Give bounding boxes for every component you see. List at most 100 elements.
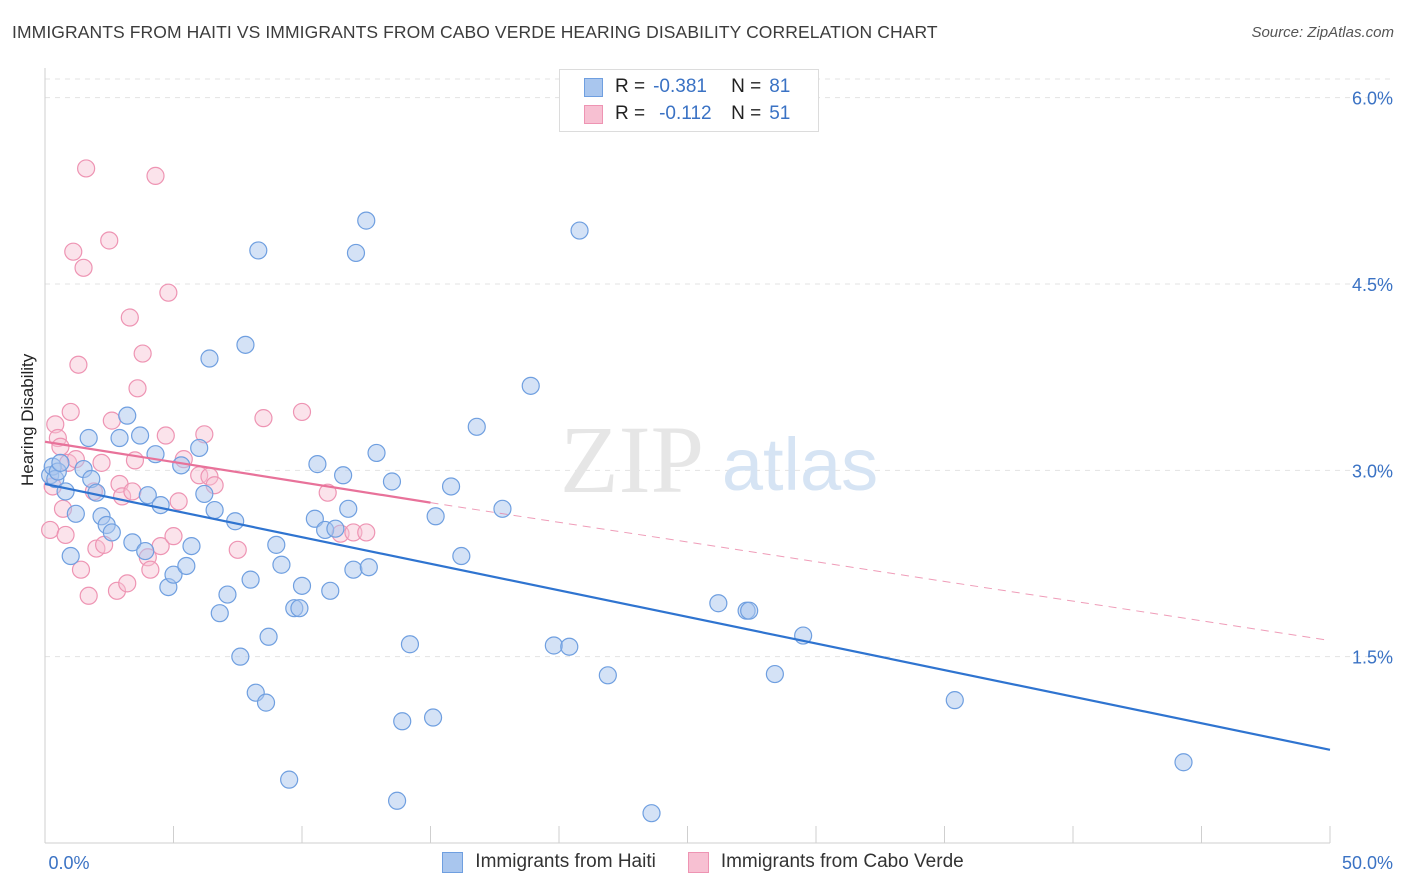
haiti-point xyxy=(267,535,286,554)
cabo-verde-point xyxy=(71,560,91,579)
haiti-n-label: N = xyxy=(731,76,762,97)
tick-labels: 1.5% 3.0% 4.5% 6.0% 0.0% 50.0% xyxy=(48,89,1393,873)
legend-cabo-swatch xyxy=(687,851,709,873)
haiti-point xyxy=(393,712,412,731)
cabo-verde-point xyxy=(344,523,363,542)
haiti-point xyxy=(467,417,486,436)
y-tick-label: 3.0% xyxy=(1352,461,1393,481)
cabo-swatch xyxy=(584,104,603,124)
x-tick-label-left: 0.0% xyxy=(48,853,89,873)
watermark: ZIP atlas xyxy=(560,406,878,513)
haiti-point xyxy=(709,594,728,613)
haiti-point xyxy=(305,509,324,528)
haiti-point xyxy=(241,570,260,589)
haiti-trend-line xyxy=(44,482,1331,751)
haiti-r-label: R = xyxy=(615,76,646,97)
cabo-verde-point xyxy=(141,560,160,579)
haiti-point xyxy=(51,453,70,472)
cabo-verde-point xyxy=(118,574,137,593)
cabo-verde-point xyxy=(79,586,98,605)
haiti-point xyxy=(290,599,309,618)
cabo-r-value: -0.112 xyxy=(659,103,712,124)
cabo-verde-point xyxy=(146,166,165,185)
cabo-verde-point xyxy=(164,527,183,546)
x-tick-label-right: 50.0% xyxy=(1342,853,1393,873)
haiti-point xyxy=(280,770,299,789)
haiti-point xyxy=(256,693,276,712)
haiti-point xyxy=(249,241,268,260)
series-legend: Immigrants from Haiti Immigrants from Ca… xyxy=(0,851,1406,873)
haiti-point xyxy=(740,601,759,620)
cabo-verde-point xyxy=(228,540,247,559)
cabo-verde-point xyxy=(41,520,60,540)
haiti-point xyxy=(231,647,250,666)
cabo-verde-point xyxy=(56,525,75,545)
haiti-point xyxy=(357,211,376,230)
haiti-point xyxy=(544,636,563,655)
legend-item-haiti: Immigrants from Haiti xyxy=(442,851,656,873)
haiti-point xyxy=(205,500,224,520)
haiti-n-value: 81 xyxy=(769,76,791,97)
haiti-points xyxy=(41,211,1193,823)
correlation-legend: R = -0.381 N = 81 R = -0.112 N = 51 xyxy=(559,69,819,132)
cabo-n-label: N = xyxy=(731,103,762,124)
haiti-point xyxy=(136,541,155,561)
haiti-point xyxy=(452,546,471,566)
watermark-zip: ZIP xyxy=(560,406,704,513)
cabo-r-label: R = xyxy=(615,103,646,124)
haiti-point xyxy=(164,565,183,584)
axes xyxy=(44,68,1331,844)
cabo-verde-point xyxy=(46,415,65,434)
haiti-point xyxy=(130,426,150,445)
haiti-point xyxy=(321,581,340,600)
cabo-verde-point xyxy=(107,581,127,600)
haiti-point xyxy=(308,455,327,474)
legend-row-cabo: R = -0.112 N = 51 xyxy=(584,101,790,127)
haiti-point xyxy=(423,708,443,727)
legend-row-haiti: R = -0.381 N = 81 xyxy=(584,74,790,100)
haiti-point xyxy=(642,804,661,823)
haiti-point xyxy=(359,558,378,577)
cabo-verde-point xyxy=(64,242,83,261)
haiti-point xyxy=(123,533,142,552)
haiti-point xyxy=(118,406,137,425)
cabo-verde-point xyxy=(102,411,121,430)
haiti-point xyxy=(218,585,237,604)
cabo-verde-point xyxy=(123,482,142,501)
haiti-point xyxy=(339,499,358,518)
haiti-swatch xyxy=(584,77,603,97)
cabo-n-value: 51 xyxy=(769,103,791,124)
y-axis-label: Hearing Disability xyxy=(18,353,37,486)
haiti-point xyxy=(79,428,98,448)
cabo-verde-point xyxy=(133,344,152,363)
cabo-verde-point xyxy=(51,437,70,456)
cabo-verde-point xyxy=(92,453,111,472)
cabo-verde-point xyxy=(69,355,88,374)
haiti-point xyxy=(1174,753,1193,772)
legend-item-cabo: Immigrants from Cabo Verde xyxy=(687,851,964,873)
y-tick-label: 6.0% xyxy=(1352,89,1393,109)
cabo-verde-point xyxy=(77,159,96,178)
legend-haiti-swatch xyxy=(442,851,464,873)
watermark-atlas: atlas xyxy=(722,423,878,506)
cabo-verde-point xyxy=(254,409,273,428)
haiti-point xyxy=(210,604,229,623)
haiti-point xyxy=(200,349,219,368)
y-tick-label: 4.5% xyxy=(1352,275,1393,295)
haiti-r-value: -0.381 xyxy=(653,76,707,97)
source-label: Source: ZipAtlas.com xyxy=(1251,24,1394,41)
haiti-point xyxy=(945,691,964,710)
haiti-point xyxy=(344,560,363,579)
haiti-point xyxy=(326,519,345,538)
cabo-verde-point xyxy=(292,402,312,422)
haiti-point xyxy=(400,635,420,654)
cabo-verde-point xyxy=(120,308,139,327)
y-tick-label: 1.5% xyxy=(1352,648,1393,668)
cabo-verde-point xyxy=(74,258,93,277)
haiti-point xyxy=(272,555,291,574)
haiti-point xyxy=(765,664,784,684)
cabo-verde-point xyxy=(128,379,147,398)
haiti-point xyxy=(182,536,201,556)
cabo-verde-point xyxy=(100,231,119,250)
haiti-point xyxy=(66,504,85,523)
